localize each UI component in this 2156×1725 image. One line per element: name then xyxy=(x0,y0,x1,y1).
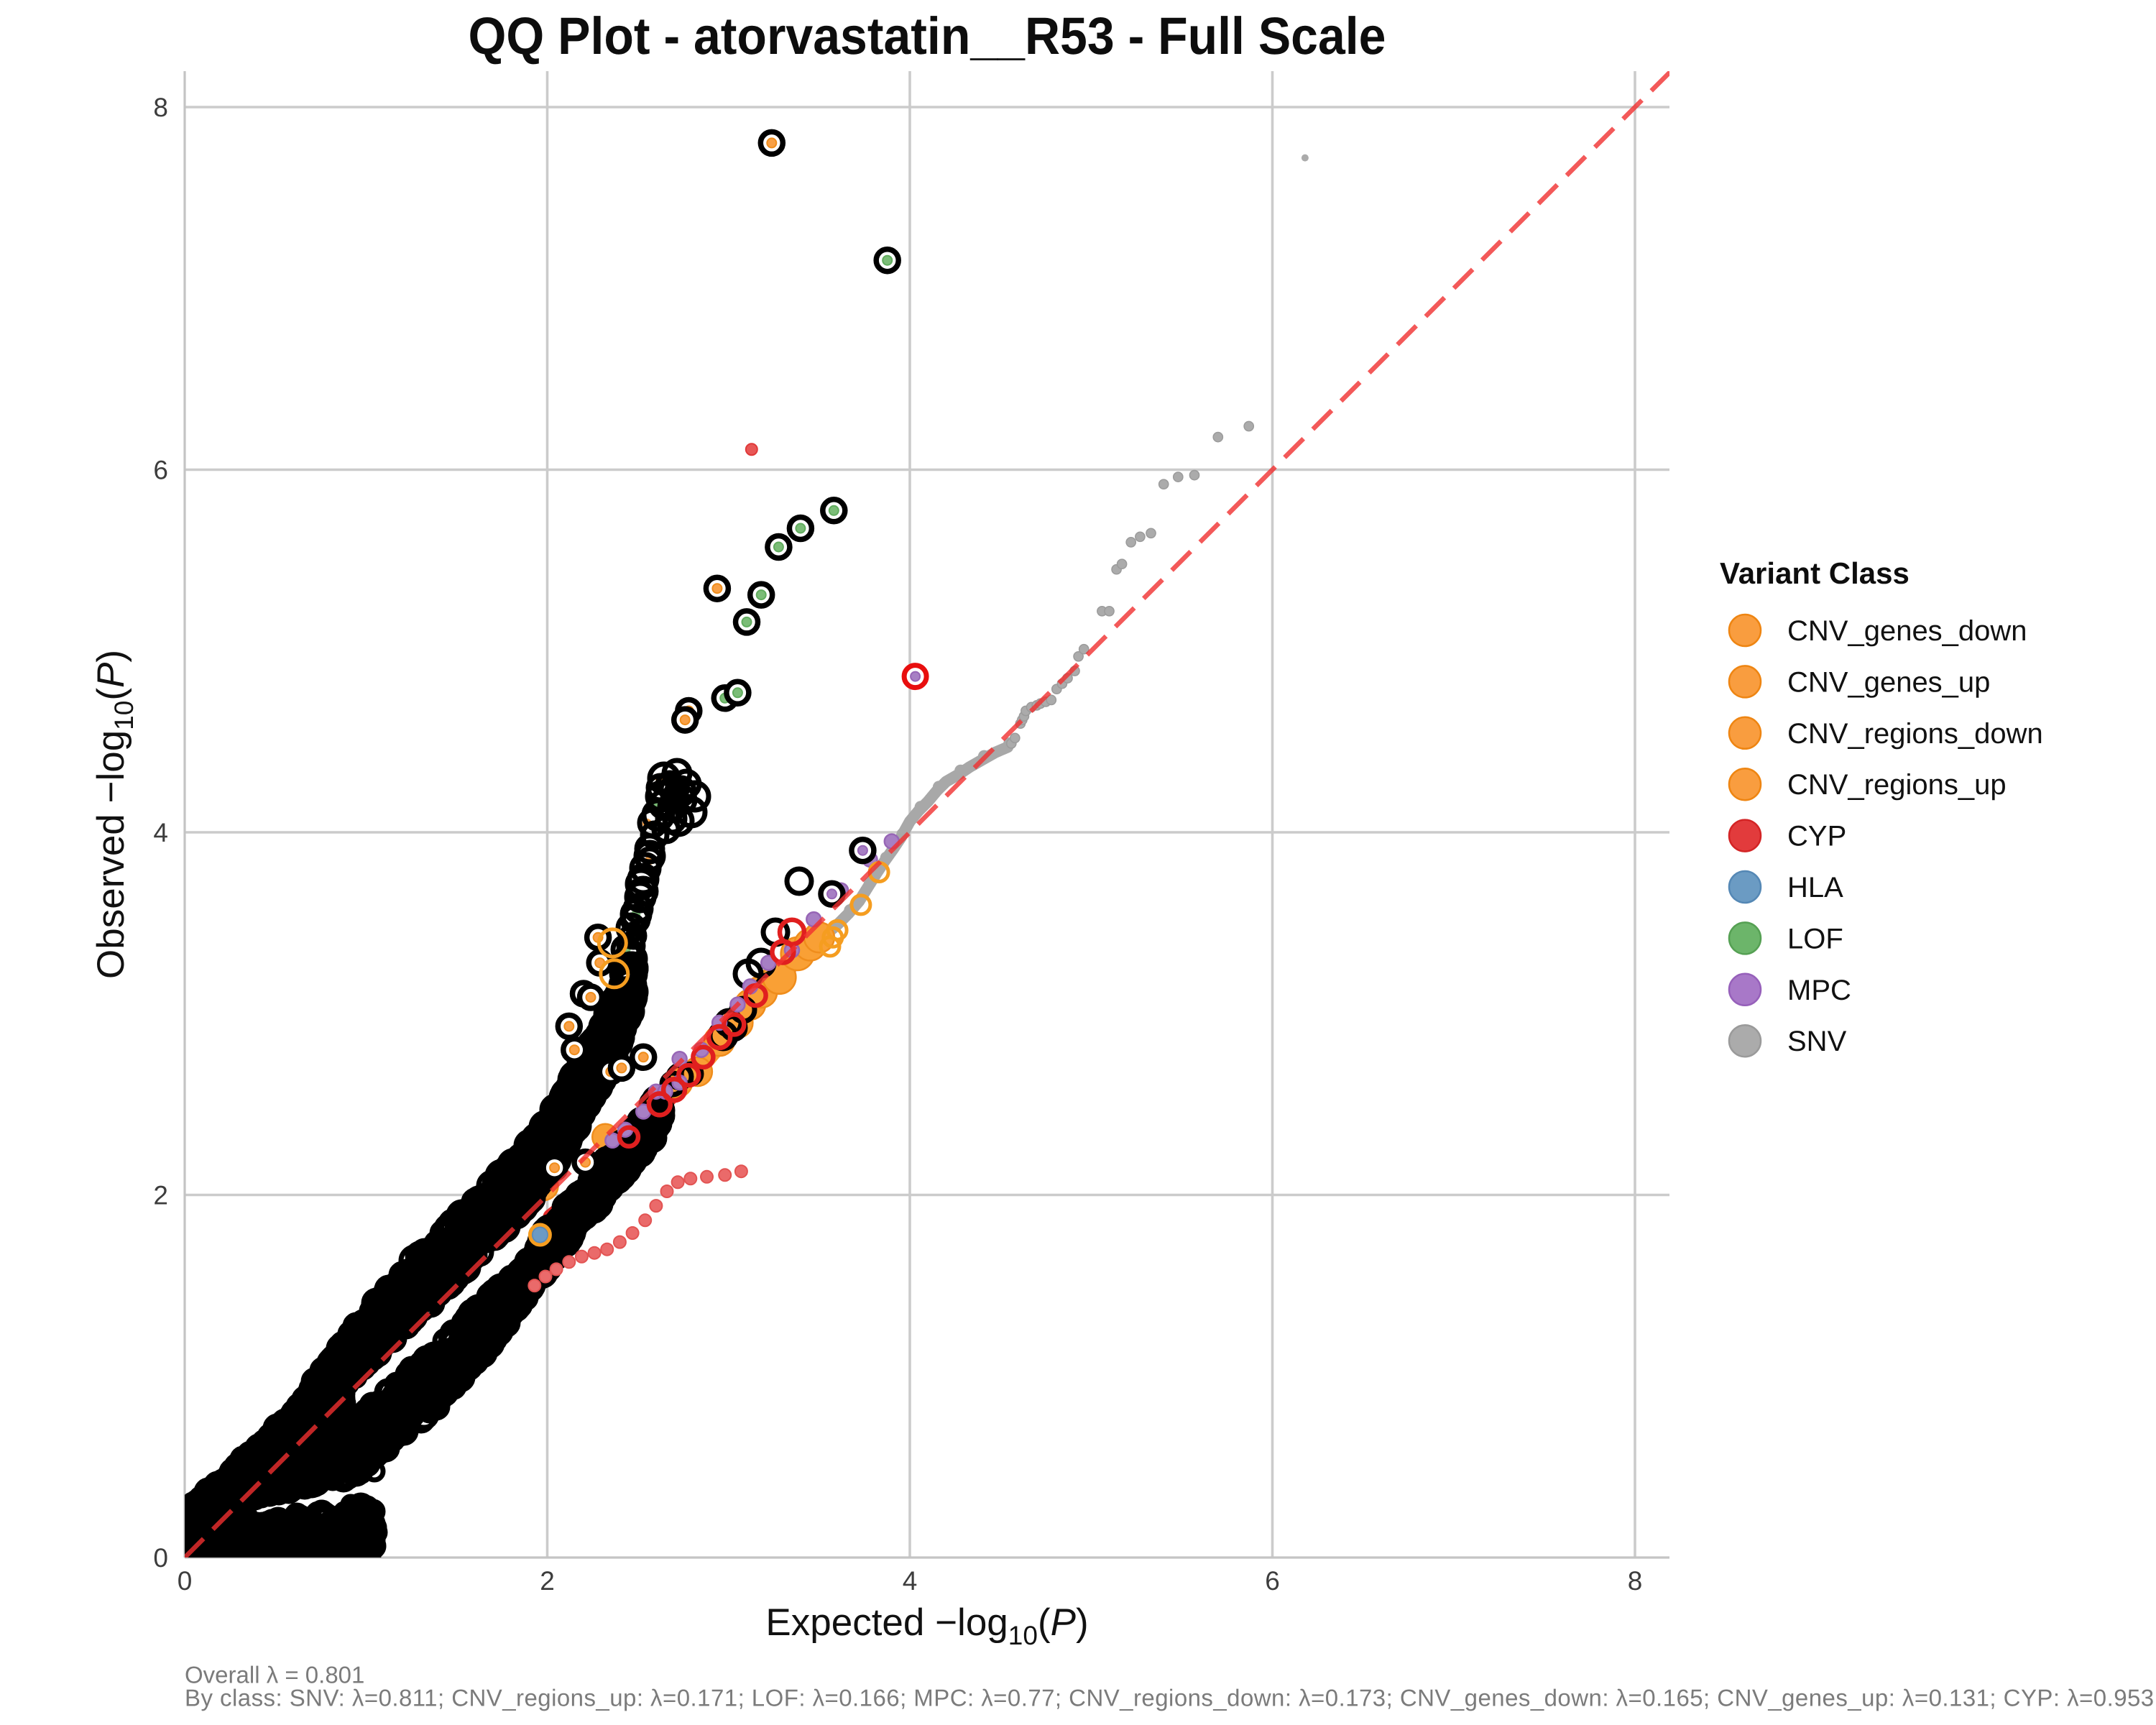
svg-text:By class: SNV: λ=0.811; CNV_re: By class: SNV: λ=0.811; CNV_regions_up: … xyxy=(185,1685,2156,1711)
svg-text:Observed −log10(P): Observed −log10(P) xyxy=(90,650,139,979)
svg-text:0: 0 xyxy=(153,1543,168,1573)
svg-text:CNV_regions_down: CNV_regions_down xyxy=(1787,718,2043,750)
svg-text:MPC: MPC xyxy=(1787,975,1851,1006)
svg-text:0: 0 xyxy=(178,1566,193,1596)
svg-text:Variant Class: Variant Class xyxy=(1720,556,1909,590)
svg-text:8: 8 xyxy=(153,93,168,122)
svg-text:6: 6 xyxy=(153,456,168,485)
svg-text:CNV_genes_down: CNV_genes_down xyxy=(1787,615,2027,647)
svg-text:QQ Plot - atorvastatin__R53 -: QQ Plot - atorvastatin__R53 - Full Scale xyxy=(469,7,1386,65)
svg-text:CNV_regions_up: CNV_regions_up xyxy=(1787,769,2007,801)
svg-text:CNV_genes_up: CNV_genes_up xyxy=(1787,666,1990,698)
svg-text:Overall λ = 0.801: Overall λ = 0.801 xyxy=(185,1662,364,1688)
svg-text:HLA: HLA xyxy=(1787,872,1843,903)
svg-text:8: 8 xyxy=(1628,1566,1643,1596)
svg-text:LOF: LOF xyxy=(1787,923,1843,954)
svg-text:2: 2 xyxy=(153,1181,168,1210)
svg-text:Expected −log10(P): Expected −log10(P) xyxy=(765,1601,1088,1650)
svg-text:2: 2 xyxy=(540,1566,555,1596)
svg-text:CYP: CYP xyxy=(1787,821,1846,852)
svg-text:6: 6 xyxy=(1265,1566,1280,1596)
svg-text:4: 4 xyxy=(903,1566,918,1596)
svg-text:SNV: SNV xyxy=(1787,1026,1847,1057)
svg-text:4: 4 xyxy=(153,818,168,847)
